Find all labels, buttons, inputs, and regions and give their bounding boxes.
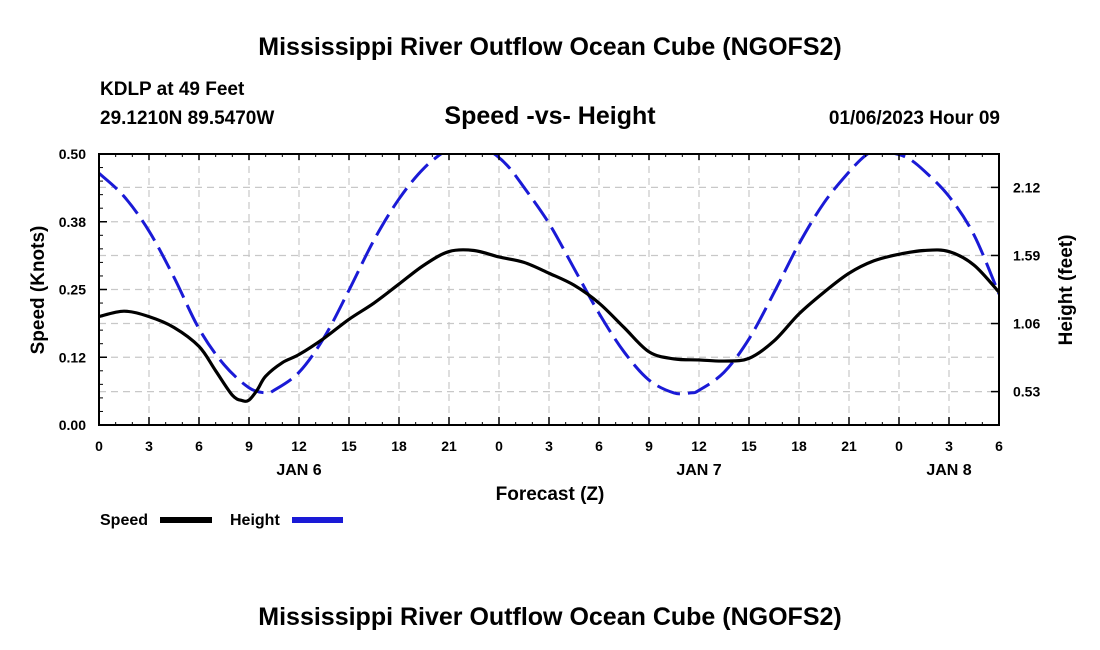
- chart-subtitle: Speed -vs- Height: [444, 102, 656, 130]
- grid-lines: [99, 154, 999, 425]
- legend-speed-label: Speed: [100, 512, 148, 529]
- station-coordinates: 29.1210N 89.5470W: [100, 108, 274, 129]
- page-title-repeat: Mississippi River Outflow Ocean Cube (NG…: [258, 603, 841, 631]
- x-tick-label: 3: [945, 438, 953, 454]
- y-tick-label: 0.38: [59, 214, 86, 230]
- x-tick-label: 0: [495, 438, 503, 454]
- y-tick-label: 0.50: [59, 146, 86, 162]
- y2-tick-label: 1.06: [1013, 316, 1040, 332]
- y2-tick-label: 2.12: [1013, 179, 1040, 195]
- legend-height-label: Height: [230, 512, 280, 529]
- y-axis-title: Speed (Knots): [28, 226, 49, 355]
- x-tick-label: 0: [895, 438, 903, 454]
- x-tick-label: 6: [995, 438, 1003, 454]
- x-tick-label: 9: [245, 438, 253, 454]
- x-tick-label: 6: [595, 438, 603, 454]
- y-tick-label: 0.12: [59, 349, 86, 365]
- y2-axis-title: Height (feet): [1056, 235, 1077, 346]
- x-tick-label: 3: [545, 438, 553, 454]
- axis-tick-labels: 0 3 6 9 12 15 18 21 0 3 6 9 12 15 18 21 0 3 6 0.00 0.12 0.25 0…: [59, 146, 1041, 479]
- day-label: JAN 8: [926, 462, 971, 479]
- axis-ticks: [98, 153, 1000, 426]
- x-tick-label: 3: [145, 438, 153, 454]
- day-label: JAN 6: [276, 462, 321, 479]
- x-tick-label: 6: [195, 438, 203, 454]
- forecast-timestamp: 01/06/2023 Hour 09: [829, 108, 1000, 129]
- y2-tick-label: 0.53: [1013, 384, 1040, 400]
- x-tick-label: 0: [95, 438, 103, 454]
- y2-tick-label: 1.59: [1013, 247, 1040, 263]
- y-tick-label: 0.25: [59, 282, 86, 298]
- x-tick-label: 15: [741, 438, 757, 454]
- x-tick-label: 21: [841, 438, 857, 454]
- x-tick-label: 21: [441, 438, 457, 454]
- x-tick-label: 12: [291, 438, 307, 454]
- y-tick-label: 0.00: [59, 417, 86, 433]
- legend: Speed Height: [100, 512, 343, 529]
- x-tick-label: 18: [391, 438, 407, 454]
- x-axis-title: Forecast (Z): [496, 484, 605, 505]
- page-title: Mississippi River Outflow Ocean Cube (NG…: [258, 33, 841, 61]
- day-label: JAN 7: [676, 462, 721, 479]
- x-tick-label: 9: [645, 438, 653, 454]
- x-tick-label: 15: [341, 438, 357, 454]
- series-line-speed: [99, 248, 999, 403]
- x-tick-label: 12: [691, 438, 707, 454]
- x-tick-label: 18: [791, 438, 807, 454]
- station-label: KDLP at 49 Feet: [100, 79, 245, 100]
